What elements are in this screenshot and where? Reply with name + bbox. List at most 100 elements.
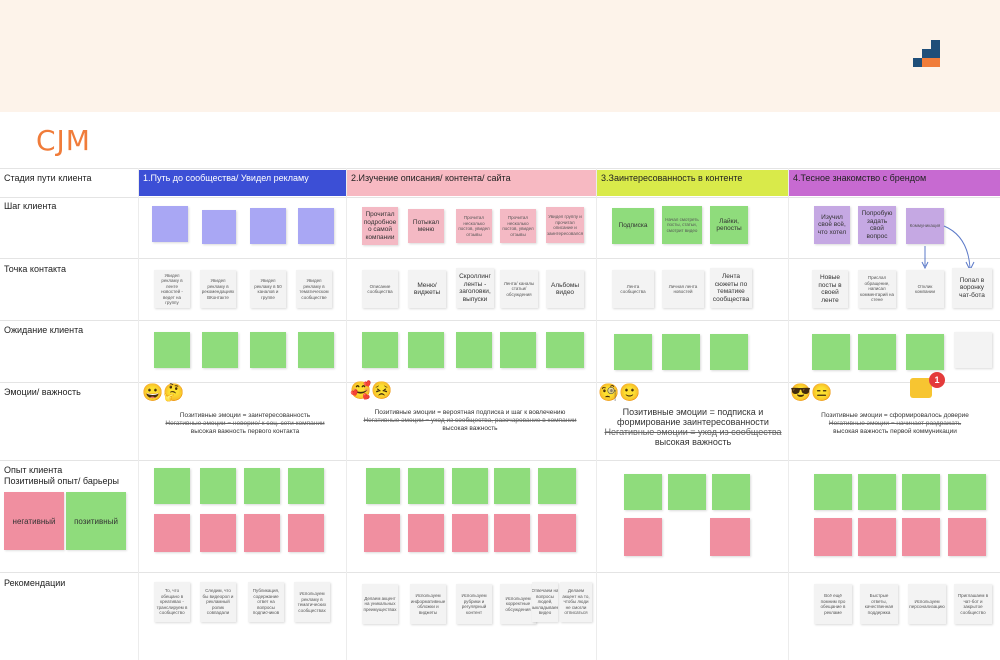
sticky-note (538, 468, 576, 504)
grid-line (0, 197, 1000, 198)
emotion-summary-2: Позитивные эмоции = вероятная подписка и… (363, 409, 577, 432)
sticky-note: То, что обещано в креативах - транслируе… (154, 582, 190, 622)
sticky-note (546, 332, 584, 368)
sticky-note: Всё ещё помним про обещание в рекламе (814, 584, 852, 624)
sticky-note: Используем рубрики и регулярный контент (456, 584, 492, 624)
sticky-note (954, 332, 992, 368)
sticky-note: Увидел рекламу в тематическом сообществе (296, 270, 332, 308)
grid-line (138, 168, 139, 660)
sticky-note: Делаем акцент на то, чтобы люди не смогл… (560, 582, 592, 622)
sticky-note (948, 474, 986, 510)
chat-icon (910, 378, 932, 398)
sticky-note: Делаем акцент на уникальных преимущества… (362, 584, 398, 624)
row-label-stage: Стадия пути клиента (4, 173, 92, 183)
emotion-summary-4: Позитивные эмоции = сформировалось довер… (821, 412, 969, 435)
grid-line (0, 320, 1000, 321)
stage-header-3: 3.Заинтересованность в контенте (597, 170, 788, 196)
sticky-note: Лайки, репосты (710, 206, 748, 244)
sticky-note: Лента сообщества (612, 270, 654, 308)
sticky-note: Прочитал подробное о самой компании (362, 207, 398, 245)
sticky-note: Попробую задать свой вопрос (858, 206, 896, 244)
sticky-note (200, 514, 236, 552)
sticky-note (858, 518, 896, 556)
sticky-note: Изучил своё всё, что хотел (814, 206, 850, 244)
sticky-note (408, 514, 444, 552)
sticky-note: Личная лента новостей (662, 270, 704, 308)
sticky-note: Попал в воронку чат-бота (952, 268, 992, 308)
sticky-note: Потыкал меню (408, 209, 444, 243)
sticky-note: Прочитал несколько постов, увидел отзывы (456, 209, 492, 243)
sticky-note: Увидел группу и прочитал описание и заин… (546, 207, 584, 243)
sticky-note: Меню/ виджеты (408, 270, 446, 308)
sticky-note: Коммуникация (906, 208, 944, 244)
sticky-note (902, 518, 940, 556)
sticky-note (288, 468, 324, 504)
sticky-note: Прислал обращение, написал комментарий н… (858, 270, 896, 308)
sticky-note (250, 208, 286, 244)
grid-line (0, 168, 1000, 169)
sticky-note (154, 468, 190, 504)
sticky-note (298, 332, 334, 368)
sticky-note (362, 332, 398, 368)
sticky-note (152, 206, 188, 242)
sticky-note: Альбомы видео (546, 270, 584, 308)
sticky-note (244, 514, 280, 552)
sticky-note (456, 332, 492, 368)
row-label-touch: Точка контакта (4, 264, 67, 274)
sticky-note (288, 514, 324, 552)
sticky-note: Прочитал несколько постов, увидел отзывы (500, 209, 536, 243)
sticky-note (668, 474, 706, 510)
sticky-note: Используем рекламу в тематических сообще… (294, 582, 330, 622)
sticky-note (710, 334, 748, 370)
sticky-note (906, 334, 944, 370)
sticky-note (662, 334, 700, 370)
sticky-note (408, 468, 444, 504)
emoji-icon: 🥰😣 (350, 381, 393, 400)
grid-line (346, 168, 347, 660)
emoji-icon: 🧐🙂 (598, 383, 641, 402)
sticky-note: Новые посты в своей ленте (812, 270, 848, 308)
grid-line (788, 168, 789, 660)
legend-negative: негативный (4, 492, 64, 550)
sticky-note: Быстрые ответы, качественная поддержка (860, 584, 898, 624)
sticky-note: Используем информативные обложки и видже… (410, 584, 446, 624)
sticky-note (408, 332, 444, 368)
sticky-note: Скроллинг ленты - заголовки, выпуски (456, 268, 494, 308)
stage-header-4: 4.Тесное знакомство с брендом (789, 170, 1000, 196)
sticky-note (902, 474, 940, 510)
grid-line (0, 258, 1000, 259)
sticky-note: Лента сюжеты по тематике сообщества (710, 268, 752, 308)
header-band (0, 0, 1000, 112)
sticky-note (812, 334, 850, 370)
sticky-note (364, 514, 400, 552)
sticky-note (154, 332, 190, 368)
grid-line (0, 382, 1000, 383)
sticky-note (298, 208, 334, 244)
sticky-note (494, 468, 530, 504)
sticky-note: Следим, что бы видеорол и рекламный роли… (200, 582, 236, 622)
sticky-note (452, 514, 488, 552)
emotion-summary-1: Позитивные эмоции = заинтересованность Н… (165, 412, 325, 435)
legend-positive: позитивный (66, 492, 126, 550)
sticky-note: Подписка (612, 208, 654, 244)
sticky-note (452, 468, 488, 504)
grid-line (0, 460, 1000, 461)
grid-line (0, 572, 1000, 573)
row-label-recommendations: Рекомендации (4, 578, 66, 588)
sticky-note: Увидел рекламу в ленте новостей - ведет … (154, 270, 190, 308)
sticky-note (202, 332, 238, 368)
grid-line (596, 168, 597, 660)
sticky-note: Приглашаем в чат-бот и закрытое сообщест… (954, 584, 992, 624)
sticky-note (624, 474, 662, 510)
sticky-note (858, 334, 896, 370)
sticky-note (154, 514, 190, 552)
sticky-note (366, 468, 400, 504)
sticky-note (538, 514, 576, 552)
sticky-note (814, 474, 852, 510)
emotion-summary-3: Позитивные эмоции = подписка и формирова… (604, 407, 782, 447)
row-label-step: Шаг клиента (4, 201, 57, 211)
sticky-note: Начал смотреть посты, статьи, смотрит ви… (662, 206, 702, 244)
notification-badge: 1 (929, 372, 945, 388)
sticky-note (202, 210, 236, 244)
